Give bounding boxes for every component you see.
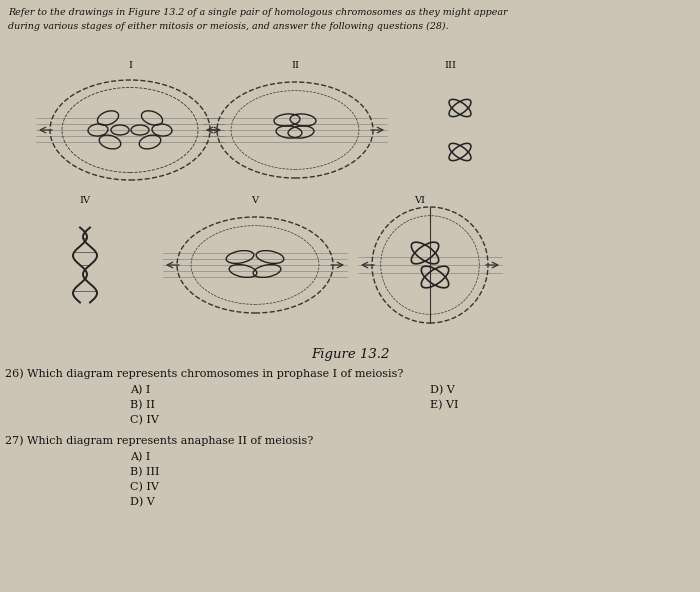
Text: I: I <box>128 61 132 70</box>
Text: Figure 13.2: Figure 13.2 <box>311 348 389 361</box>
Text: II: II <box>291 61 299 70</box>
Text: during various stages of either mitosis or meiosis, and answer the following que: during various stages of either mitosis … <box>8 22 449 31</box>
Text: E) VI: E) VI <box>430 400 459 410</box>
Text: 26) Which diagram represents chromosomes in prophase I of meiosis?: 26) Which diagram represents chromosomes… <box>5 368 403 378</box>
Text: Refer to the drawings in Figure 13.2 of a single pair of homologous chromosomes : Refer to the drawings in Figure 13.2 of … <box>8 8 507 17</box>
Text: A) I: A) I <box>130 452 150 462</box>
Text: A) I: A) I <box>130 385 150 395</box>
Text: C) IV: C) IV <box>130 415 159 425</box>
Text: B) III: B) III <box>130 467 160 477</box>
Text: VI: VI <box>414 196 426 205</box>
Text: V: V <box>251 196 258 205</box>
Text: C) IV: C) IV <box>130 482 159 493</box>
Text: B) II: B) II <box>130 400 155 410</box>
Text: III: III <box>444 61 456 70</box>
Text: 27) Which diagram represents anaphase II of meiosis?: 27) Which diagram represents anaphase II… <box>5 435 314 446</box>
Text: D) V: D) V <box>430 385 455 395</box>
Text: IV: IV <box>80 196 90 205</box>
Text: D) V: D) V <box>130 497 155 507</box>
